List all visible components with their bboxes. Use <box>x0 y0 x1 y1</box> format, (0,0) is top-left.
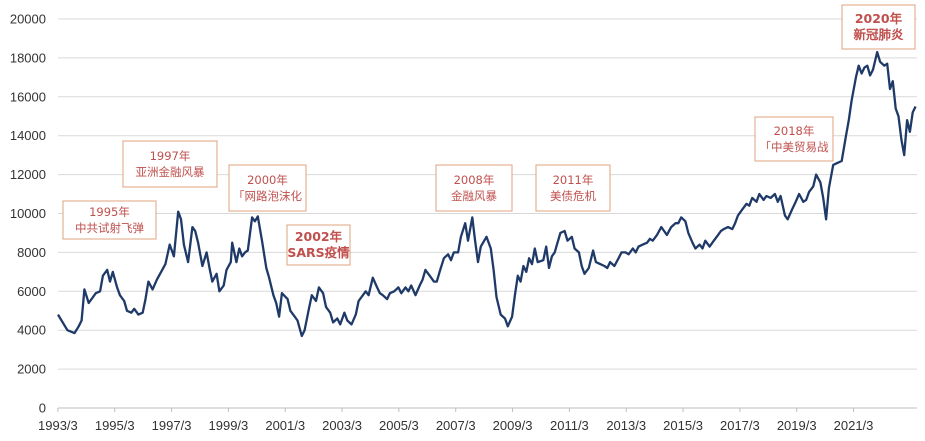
annotation-callout: 2018年「中美贸易战 <box>754 116 834 162</box>
annotation-text: 金融风暴 <box>451 189 497 203</box>
annotation-box <box>754 116 834 162</box>
annotation-text: 新冠肺炎 <box>853 27 904 42</box>
x-tick-label: 2007/3 <box>436 418 476 433</box>
annotation-text: 2008年 <box>454 173 495 187</box>
y-tick-label: 8000 <box>17 245 46 260</box>
annotation-text: 2011年 <box>553 173 594 187</box>
y-tick-label: 2000 <box>17 362 46 377</box>
annotation-box <box>435 164 513 212</box>
annotation-box <box>228 164 307 212</box>
annotation-callout: 2000年「网路泡沫化 <box>228 164 307 212</box>
annotation-text: 中共试射飞弹 <box>75 221 144 235</box>
annotation-text: 「网路泡沫化 <box>233 189 302 203</box>
annotation-text: 美债危机 <box>550 189 596 203</box>
y-tick-label: 14000 <box>10 128 46 143</box>
annotation-text: 2018年 <box>774 124 815 138</box>
annotation-box <box>62 200 157 240</box>
y-tick-label: 20000 <box>10 12 46 27</box>
annotation-text: 2020年 <box>855 11 903 26</box>
y-tick-label: 10000 <box>10 206 46 221</box>
x-tick-label: 2001/3 <box>265 418 305 433</box>
x-tick-label: 2005/3 <box>379 418 419 433</box>
y-tick-label: 6000 <box>17 284 46 299</box>
x-tick-label: 2011/3 <box>550 418 589 433</box>
x-tick-label: 2013/3 <box>606 418 646 433</box>
y-tick-label: 4000 <box>17 323 46 338</box>
x-tick-label: 1999/3 <box>209 418 249 433</box>
annotation-text: 1995年 <box>89 205 130 219</box>
y-tick-label: 18000 <box>10 50 46 65</box>
y-tick-label: 16000 <box>10 89 46 104</box>
x-tick-label: 2003/3 <box>322 418 362 433</box>
annotation-box <box>841 4 916 50</box>
axes: 0 2000 4000 6000 8000 10000 12000 14000 16000 180… <box>10 12 917 433</box>
x-tick-label: 2015/3 <box>663 418 703 433</box>
x-tick-label: 1997/3 <box>152 418 192 433</box>
y-tick-label: 0 <box>39 401 46 416</box>
annotation-text: 「中美贸易战 <box>760 140 829 154</box>
annotation-text: 2000年 <box>247 173 288 187</box>
x-tick-label: 2017/3 <box>720 418 760 433</box>
annotation-box <box>122 140 218 188</box>
x-tick-label: 1995/3 <box>95 418 135 433</box>
annotation-text: 1997年 <box>150 149 191 163</box>
annotation-box <box>286 224 351 266</box>
x-tick-label: 2019/3 <box>777 418 817 433</box>
annotation-text: SARS疫情 <box>287 245 350 260</box>
annotation-text: 2002年 <box>295 229 343 244</box>
series-line <box>57 50 917 338</box>
annotations: 1995年中共试射飞弹1997年亚洲金融风暴2000年「网路泡沫化2002年SA… <box>62 4 916 266</box>
annotation-box <box>535 164 611 212</box>
x-tick-label: 2021/3 <box>834 418 874 433</box>
annotation-text: 亚洲金融风暴 <box>136 165 205 179</box>
x-tick-label: 2009/3 <box>493 418 533 433</box>
x-tick-label: 1993/3 <box>38 418 78 433</box>
series-layer <box>57 50 917 338</box>
y-tick-label: 12000 <box>10 167 46 182</box>
